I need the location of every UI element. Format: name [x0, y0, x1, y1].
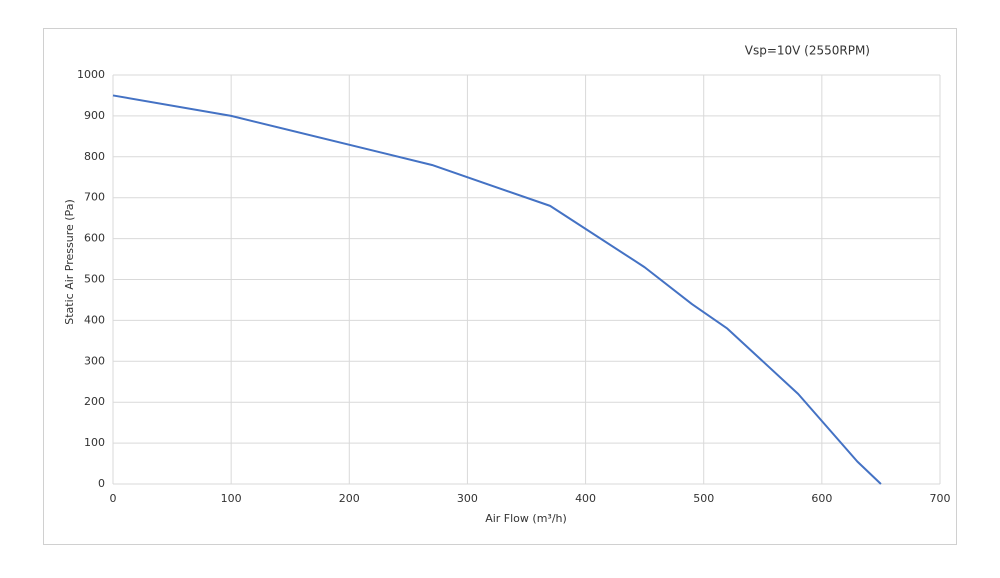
- x-tick-label: 400: [575, 492, 596, 505]
- line: [112, 94, 882, 485]
- chart-frame: [43, 28, 957, 545]
- x-tick-label: 0: [110, 492, 117, 505]
- x-tick-label: 500: [693, 492, 714, 505]
- x-tick-label: 100: [221, 492, 242, 505]
- x-tick-label: 700: [930, 492, 951, 505]
- x-axis-label: Air Flow (m³/h): [485, 512, 567, 525]
- y-tick-label: 900: [84, 109, 105, 122]
- y-tick-label: 700: [84, 191, 105, 204]
- y-tick-label: 800: [84, 150, 105, 163]
- legend-label: Vsp=10V (2550RPM): [745, 44, 870, 58]
- y-tick-label: 0: [98, 477, 105, 490]
- x-tick-label: 200: [339, 492, 360, 505]
- y-axis-label: Static Air Pressure (Pa): [63, 199, 76, 324]
- y-tick-label: 200: [84, 395, 105, 408]
- y-tick-label: 400: [84, 313, 105, 326]
- x-tick-label: 300: [457, 492, 478, 505]
- y-tick-label: 500: [84, 273, 105, 286]
- x-tick-label: 600: [811, 492, 832, 505]
- y-tick-label: 600: [84, 232, 105, 245]
- y-tick-label: 300: [84, 354, 105, 367]
- y-tick-label: 1000: [77, 68, 105, 81]
- y-tick-label: 100: [84, 436, 105, 449]
